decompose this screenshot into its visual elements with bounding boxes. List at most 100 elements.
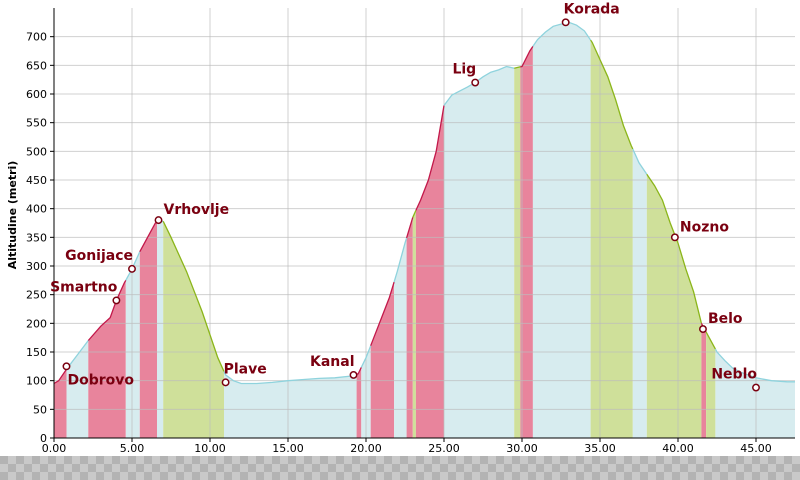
footer-check: [344, 464, 352, 472]
footer-check: [640, 472, 648, 480]
footer-check: [656, 472, 664, 480]
footer-check: [96, 472, 104, 480]
segment-bands: [54, 22, 795, 439]
footer-check: [224, 472, 232, 480]
waypoint-label: Dobrovo: [67, 372, 134, 388]
profile-segment-flat: [443, 65, 515, 106]
footer-check: [144, 472, 152, 480]
footer-check: [32, 456, 40, 464]
waypoint-label: Smartno: [50, 279, 118, 295]
waypoint-label: Lig: [452, 62, 476, 78]
x-tick-label: 30.00: [506, 442, 538, 455]
footer-check: [464, 456, 472, 464]
footer-check: [400, 472, 408, 480]
footer-check: [608, 456, 616, 464]
footer-check: [208, 456, 216, 464]
footer-check: [392, 464, 400, 472]
footer-check: [40, 464, 48, 472]
waypoint-label: Gonijace: [65, 248, 133, 264]
footer-check: [488, 464, 496, 472]
footer-check: [576, 456, 584, 464]
footer-check: [752, 472, 760, 480]
footer-check: [528, 456, 536, 464]
footer-check: [112, 472, 120, 480]
footer-check: [592, 456, 600, 464]
footer-check: [464, 472, 472, 480]
footer-check: [712, 464, 720, 472]
footer-check: [544, 456, 552, 464]
waypoint-label: Belo: [708, 311, 743, 327]
footer-check: [8, 464, 16, 472]
footer-check: [368, 472, 376, 480]
footer-check: [352, 456, 360, 464]
footer-check: [160, 456, 168, 464]
footer-check: [88, 464, 96, 472]
band-descent: [412, 210, 416, 438]
profile-segment-descent: [412, 210, 417, 218]
profile-segment-climb: [415, 105, 445, 211]
footer-check: [48, 472, 56, 480]
footer-check: [128, 456, 136, 464]
footer-check: [768, 456, 776, 464]
footer-check: [728, 464, 736, 472]
waypoint-marker: [349, 370, 358, 379]
waypoint-marker: [561, 18, 570, 27]
footer-check: [536, 464, 544, 472]
band-climb: [356, 367, 362, 438]
footer-check: [664, 464, 672, 472]
y-tick-label: 500: [26, 145, 47, 158]
footer-check: [720, 472, 728, 480]
footer-check: [456, 464, 464, 472]
footer-check: [616, 464, 624, 472]
footer-check: [144, 456, 152, 464]
footer-check: [264, 464, 272, 472]
waypoint-marker: [471, 78, 480, 87]
waypoint-label: Kanal: [310, 354, 355, 370]
footer-check: [480, 456, 488, 464]
footer-check: [632, 464, 640, 472]
footer-check: [736, 456, 744, 464]
footer-check: [336, 472, 344, 480]
footer-check: [704, 456, 712, 464]
band-descent: [646, 174, 702, 439]
profile-segment-climb: [53, 368, 68, 385]
footer-check: [688, 472, 696, 480]
footer-check: [704, 472, 712, 480]
footer-check: [432, 472, 440, 480]
waypoint-marker: [112, 296, 121, 305]
footer-check: [48, 456, 56, 464]
profile-segment-climb: [87, 279, 127, 341]
footer-check: [576, 472, 584, 480]
waypoint-marker: [128, 264, 136, 273]
footer-check: [200, 464, 208, 472]
footer-check: [568, 464, 576, 472]
waypoints: Dobrovo Smartno Gonijace Vrhovlje Plave Kanal…: [50, 1, 760, 392]
footer-check: [560, 456, 568, 464]
footer-check: [0, 456, 8, 464]
footer-check: [304, 472, 312, 480]
footer-check: [432, 456, 440, 464]
footer-check: [336, 456, 344, 464]
footer-check: [104, 464, 112, 472]
footer-check: [608, 472, 616, 480]
profile-line: [53, 21, 795, 385]
x-tick-label: 15.00: [272, 442, 304, 455]
footer-check: [0, 472, 8, 480]
footer-check: [688, 456, 696, 464]
profile-segment-descent: [705, 331, 716, 350]
footer-check: [776, 464, 784, 472]
y-tick-label: 700: [26, 31, 47, 44]
footer-check: [64, 472, 72, 480]
footer-check: [80, 456, 88, 464]
profile-segment-descent: [162, 221, 225, 372]
footer-check: [448, 456, 456, 464]
band-climb: [88, 280, 126, 438]
footer-check: [520, 464, 528, 472]
profile-segment-climb: [405, 217, 414, 239]
footer-check: [656, 456, 664, 464]
footer-check: [296, 464, 304, 472]
footer-check: [792, 464, 800, 472]
waypoint-marker: [670, 233, 679, 242]
footer-check: [784, 472, 792, 480]
